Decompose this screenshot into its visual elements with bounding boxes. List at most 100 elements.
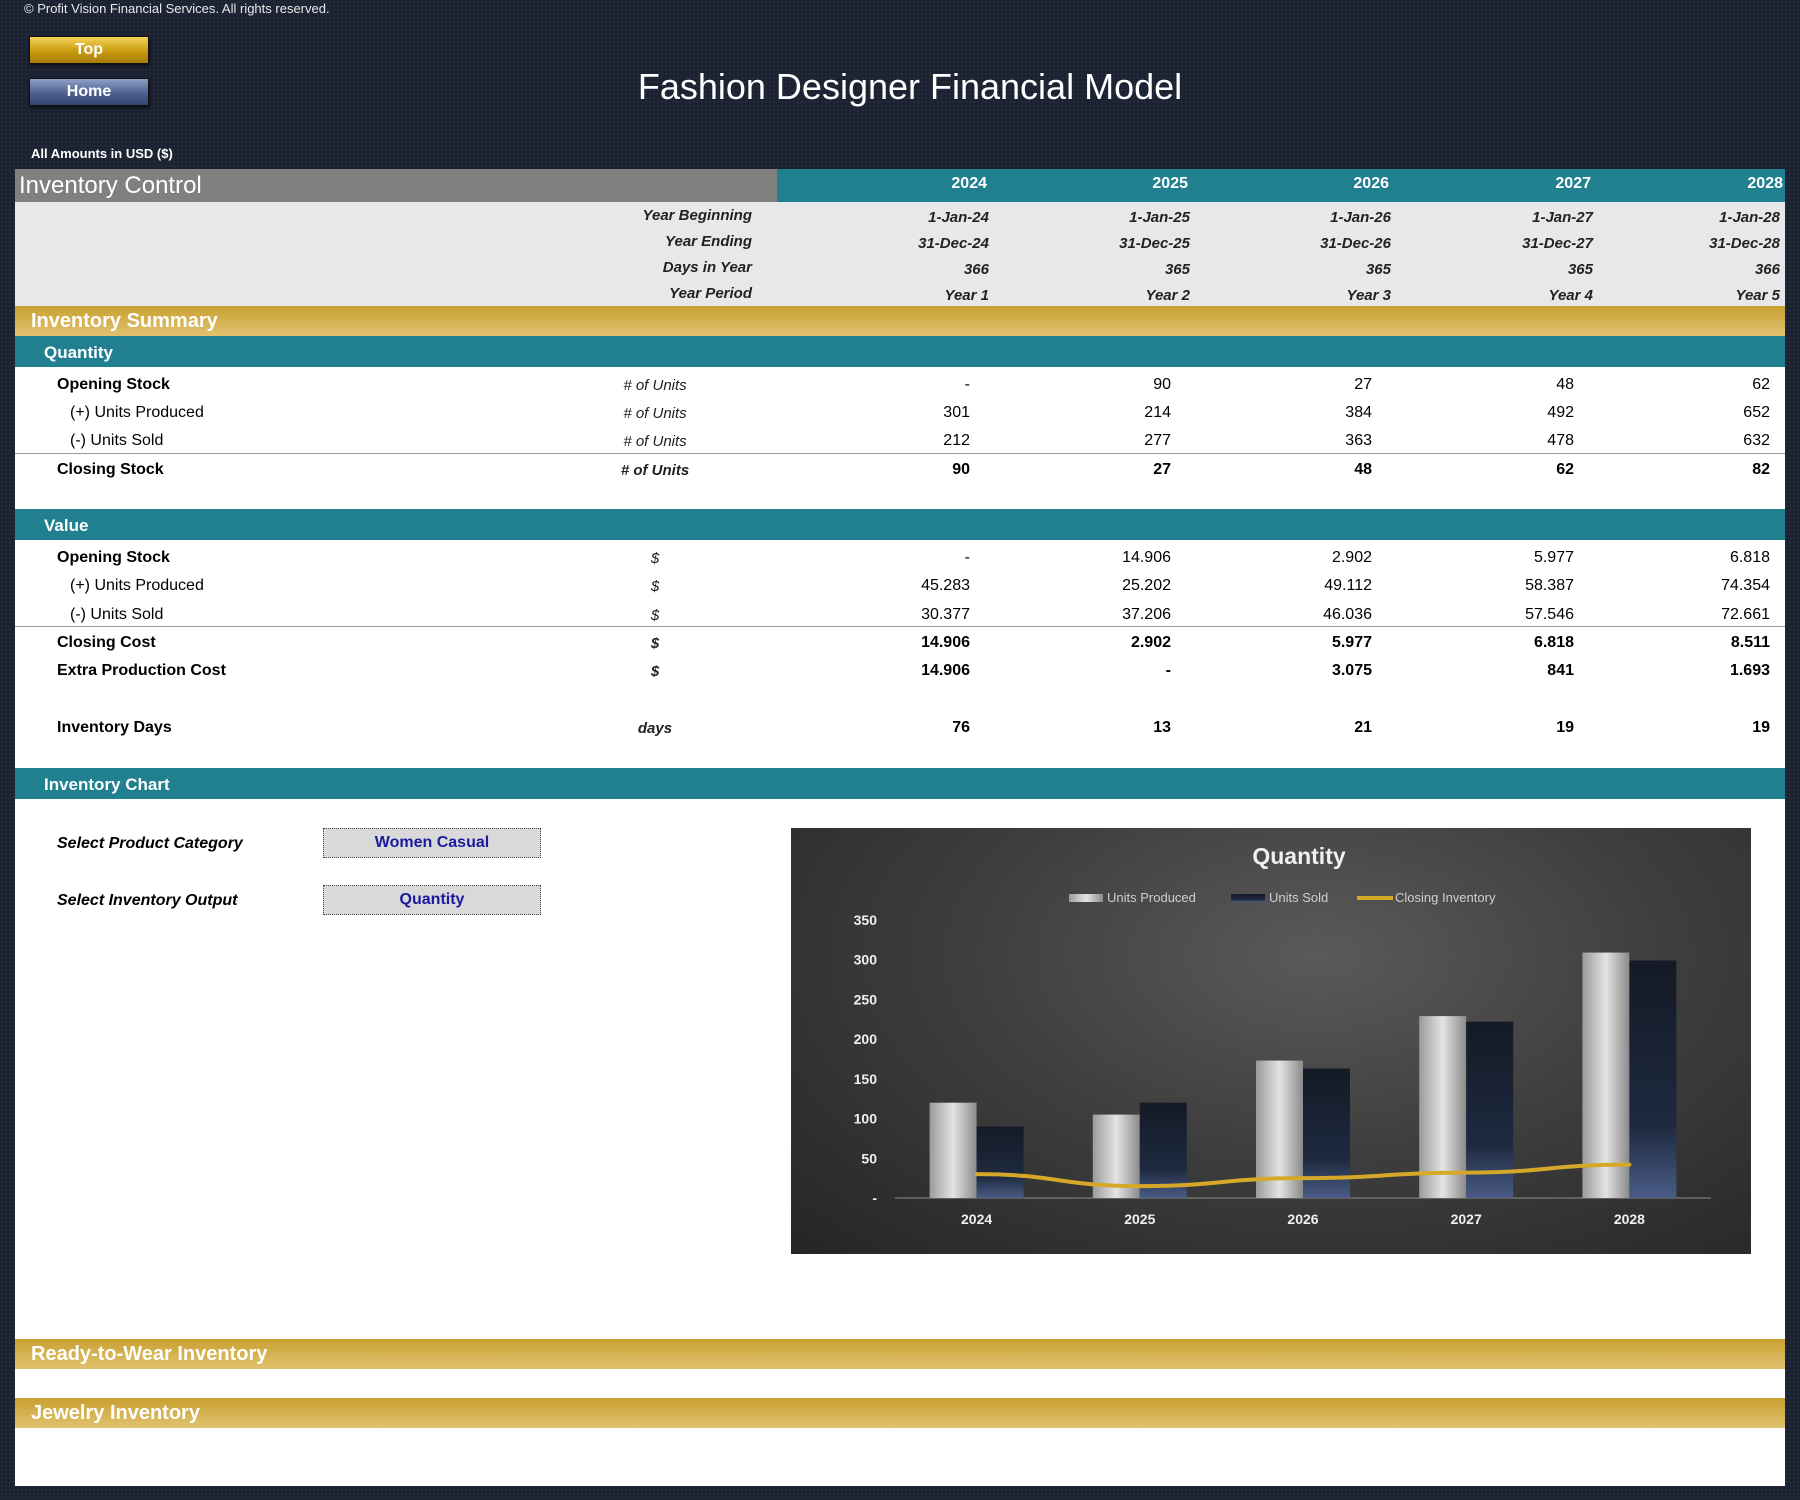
date-cell: 365 xyxy=(1365,261,1391,278)
bar-units-produced xyxy=(1582,952,1630,1198)
bar-units-produced xyxy=(929,1102,977,1198)
date-cell: 1-Jan-24 xyxy=(928,209,989,226)
table-cell: 14.906 xyxy=(921,634,970,651)
date-cell: Year 1 xyxy=(944,287,989,304)
table-cell: 30.377 xyxy=(921,606,970,623)
table-cell: 301 xyxy=(943,404,970,421)
date-cell: 1-Jan-26 xyxy=(1330,209,1391,226)
table-cell: - xyxy=(964,376,970,393)
value-header: Value xyxy=(15,509,1785,540)
y-tick-label: 50 xyxy=(861,1150,877,1166)
row-label: Closing Cost xyxy=(57,634,156,651)
table-cell: 6.818 xyxy=(1729,549,1770,566)
row-unit: $ xyxy=(650,635,660,652)
table-cell: 19 xyxy=(1556,719,1574,736)
table-cell: 841 xyxy=(1547,662,1574,679)
row-unit: # of Units xyxy=(623,433,687,450)
date-cell: Year 3 xyxy=(1346,287,1391,304)
table-cell: 45.283 xyxy=(921,577,970,594)
table-cell: - xyxy=(1165,662,1171,679)
table-cell: 57.546 xyxy=(1525,606,1574,623)
year-header: 2026 xyxy=(1353,175,1389,192)
table-cell: 5.977 xyxy=(1533,549,1574,566)
row-label: Extra Production Cost xyxy=(57,662,226,679)
bar-units-sold xyxy=(1629,960,1677,1198)
legend-label-units-sold: Units Sold xyxy=(1269,890,1328,905)
row-unit: # of Units xyxy=(623,405,687,422)
inventory-control-header: Inventory Control 2024 2025 2026 2027 20… xyxy=(15,169,1785,202)
legend-swatch-units-sold xyxy=(1231,894,1265,902)
table-cell: 5.977 xyxy=(1331,634,1372,651)
table-cell: 2.902 xyxy=(1130,634,1171,651)
row-label: (-) Units Sold xyxy=(70,432,164,449)
table-cell: 384 xyxy=(1345,404,1372,421)
table-cell: 62 xyxy=(1556,461,1574,478)
legend-label-closing-inventory: Closing Inventory xyxy=(1395,890,1496,905)
date-cell: Year 2 xyxy=(1145,287,1190,304)
row-unit: # of Units xyxy=(623,377,687,394)
row-label: Opening Stock xyxy=(57,376,170,393)
chart-title: Quantity xyxy=(1252,843,1345,869)
chart-canvas: Quantity Units Produced Units Sold Closi… xyxy=(854,843,1711,1227)
ready-to-wear-title: Ready-to-Wear Inventory xyxy=(31,1343,268,1365)
x-tick-label: 2025 xyxy=(1124,1211,1155,1227)
table-cell: 492 xyxy=(1547,404,1574,421)
chart-legend: Units Produced Units Sold Closing Invent… xyxy=(1069,890,1496,905)
table-cell: 478 xyxy=(1547,432,1574,449)
date-cell: 31-Dec-25 xyxy=(1119,235,1190,252)
table-cell: 652 xyxy=(1743,404,1770,421)
table-cell: 363 xyxy=(1345,432,1372,449)
table-cell: 214 xyxy=(1144,404,1171,421)
home-button[interactable]: Home xyxy=(29,78,149,106)
table-cell: 25.202 xyxy=(1122,577,1171,594)
y-tick-label: 300 xyxy=(854,952,878,968)
page-title: Fashion Designer Financial Model xyxy=(637,66,1183,107)
table-cell: 48 xyxy=(1354,461,1372,478)
bar-units-sold xyxy=(1139,1102,1187,1198)
table-cell: 1.693 xyxy=(1729,662,1770,679)
y-tick-label: - xyxy=(872,1190,877,1206)
table-cell: 212 xyxy=(943,432,970,449)
inventory-summary-bar: Inventory Summary xyxy=(15,306,1785,336)
date-cell: 365 xyxy=(1164,261,1190,278)
period-dates: Year Beginning 1-Jan-24 1-Jan-25 1-Jan-2… xyxy=(15,202,1785,306)
x-tick-label: 2027 xyxy=(1451,1211,1482,1227)
table-cell: 72.661 xyxy=(1721,606,1770,623)
divider xyxy=(15,626,1785,627)
inventory-sheet: Inventory Control 2024 2025 2026 2027 20… xyxy=(15,169,1785,1486)
table-cell: 13 xyxy=(1153,719,1171,736)
bar-units-produced xyxy=(1256,1060,1303,1198)
date-row-label: Days in Year xyxy=(662,259,752,276)
row-label: Opening Stock xyxy=(57,549,170,566)
y-tick-label: 250 xyxy=(854,991,878,1007)
date-row-label: Year Period xyxy=(669,285,752,302)
x-tick-label: 2024 xyxy=(961,1211,992,1227)
divider xyxy=(15,453,1785,454)
jewelry-bar: Jewelry Inventory xyxy=(15,1398,1785,1428)
year-header: 2025 xyxy=(1152,175,1188,192)
date-cell: Year 4 xyxy=(1548,287,1593,304)
table-cell: 8.511 xyxy=(1730,634,1770,651)
inventory-chart-header: Inventory Chart xyxy=(15,768,1785,799)
row-label: Inventory Days xyxy=(57,719,172,736)
legend-label-units-produced: Units Produced xyxy=(1107,890,1196,905)
section-title: Inventory Control xyxy=(19,172,202,199)
date-cell: 1-Jan-28 xyxy=(1719,209,1780,226)
date-cell: 1-Jan-25 xyxy=(1129,209,1190,226)
line-closing-inventory xyxy=(974,1162,1632,1189)
row-unit: $ xyxy=(650,607,660,624)
table-cell: 6.818 xyxy=(1533,634,1574,651)
date-cell: 31-Dec-27 xyxy=(1522,235,1593,252)
table-cell: 19 xyxy=(1752,719,1770,736)
currency-note: All Amounts in USD ($) xyxy=(31,146,173,161)
date-cell: 366 xyxy=(1754,261,1780,278)
table-cell: 90 xyxy=(1153,376,1171,393)
copyright-text: © Profit Vision Financial Services. All … xyxy=(24,1,330,16)
top-button[interactable]: Top xyxy=(29,36,149,64)
date-cell: 31-Dec-28 xyxy=(1709,235,1780,252)
table-cell: 632 xyxy=(1743,432,1770,449)
table-cell: 82 xyxy=(1752,461,1770,478)
table-cell: 2.902 xyxy=(1331,549,1372,566)
inventory-output-select[interactable]: Quantity xyxy=(323,885,541,915)
product-category-select[interactable]: Women Casual xyxy=(323,828,541,858)
